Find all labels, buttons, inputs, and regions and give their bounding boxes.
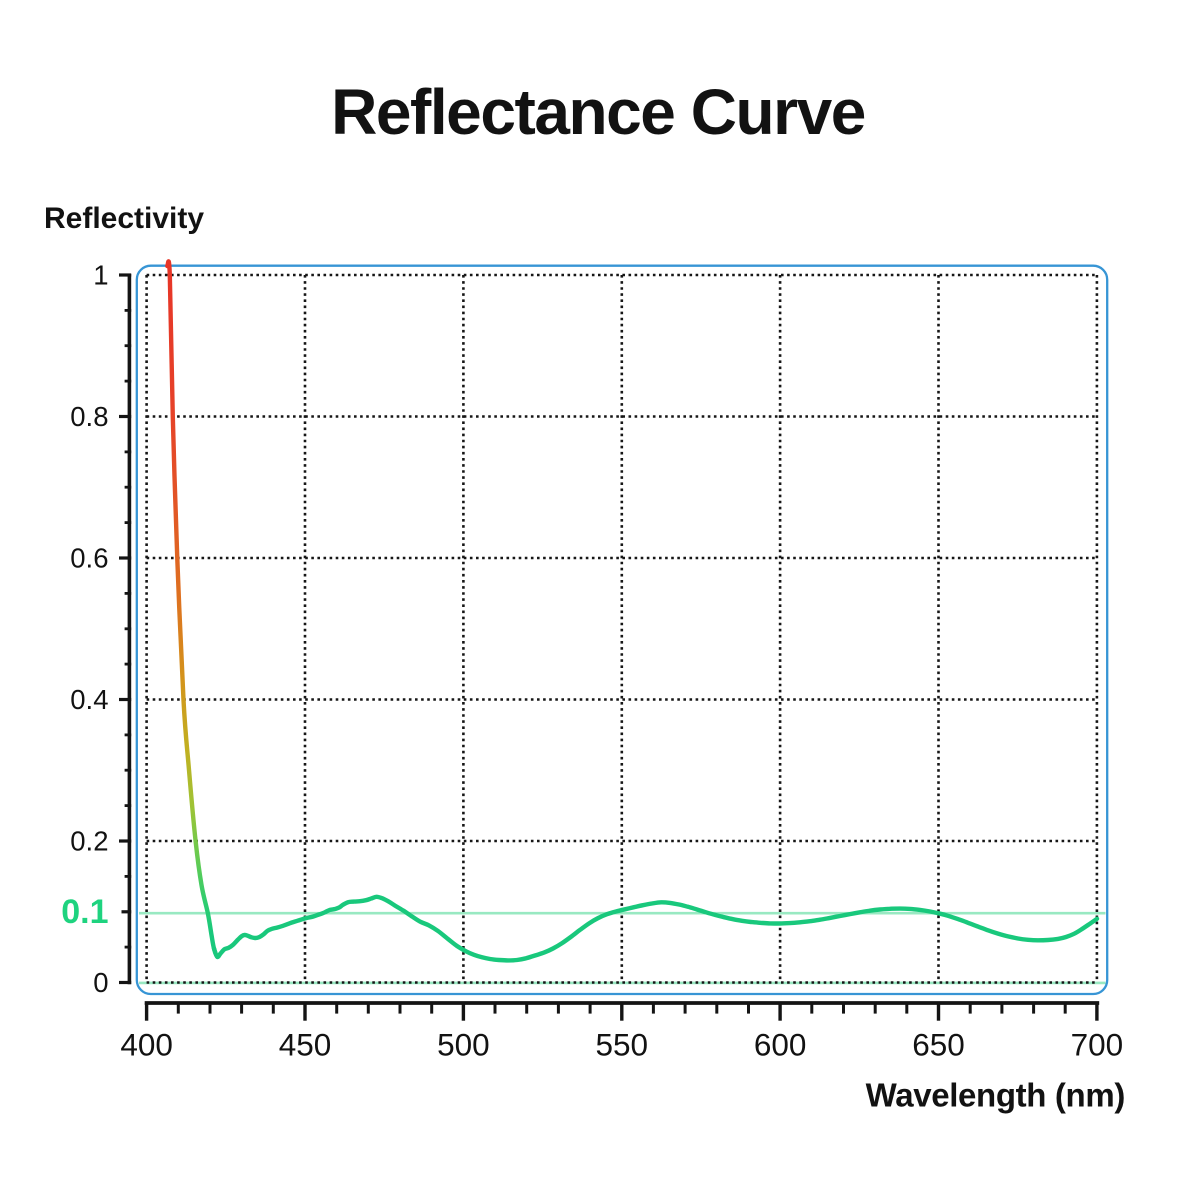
svg-text:0.8: 0.8 bbox=[70, 401, 108, 432]
svg-text:0.1: 0.1 bbox=[61, 893, 108, 931]
svg-text:0.4: 0.4 bbox=[70, 684, 108, 715]
svg-text:0.6: 0.6 bbox=[70, 543, 108, 574]
svg-text:0: 0 bbox=[93, 967, 108, 998]
svg-text:450: 450 bbox=[279, 1027, 332, 1063]
svg-text:Reflectance Curve: Reflectance Curve bbox=[331, 76, 865, 148]
svg-text:550: 550 bbox=[596, 1027, 649, 1063]
svg-text:500: 500 bbox=[437, 1027, 490, 1063]
svg-text:600: 600 bbox=[754, 1027, 807, 1063]
svg-text:0.2: 0.2 bbox=[70, 826, 108, 857]
svg-text:650: 650 bbox=[912, 1027, 965, 1063]
svg-text:Reflectivity: Reflectivity bbox=[44, 202, 204, 235]
svg-text:1: 1 bbox=[93, 260, 108, 291]
svg-text:400: 400 bbox=[120, 1027, 173, 1063]
svg-text:Wavelength (nm): Wavelength (nm) bbox=[866, 1077, 1125, 1114]
svg-text:700: 700 bbox=[1071, 1027, 1124, 1063]
